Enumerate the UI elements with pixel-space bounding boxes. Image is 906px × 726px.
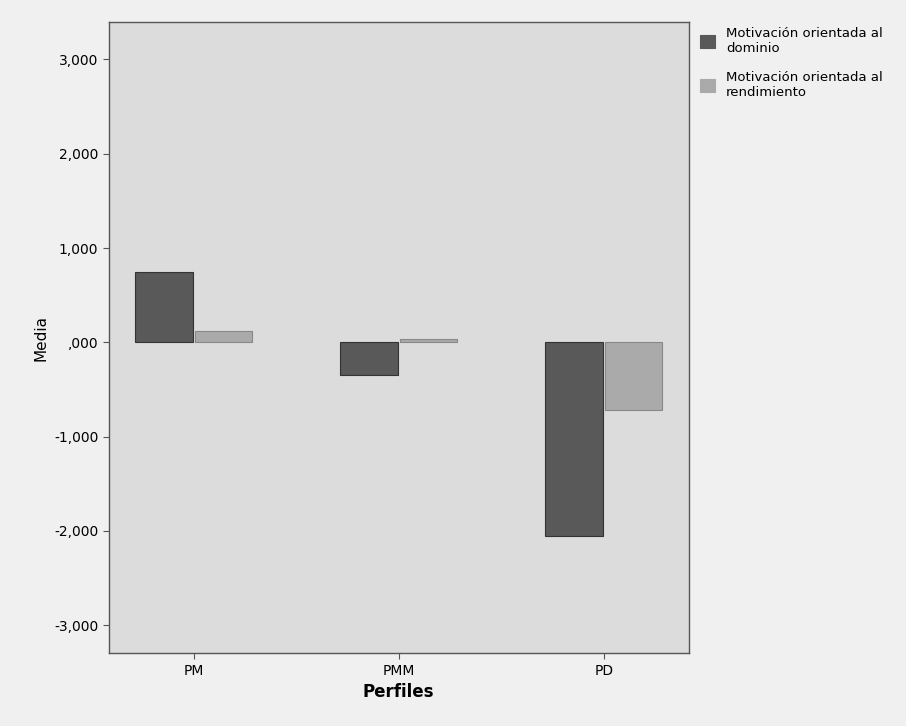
Bar <box>195 331 252 342</box>
Bar <box>400 338 458 342</box>
X-axis label: Perfiles: Perfiles <box>363 683 434 701</box>
Y-axis label: Media: Media <box>34 314 48 361</box>
Bar <box>605 342 662 410</box>
Bar <box>135 272 192 342</box>
Bar <box>340 342 398 375</box>
Legend: Motivación orientada al
dominio, Motivación orientada al
rendimiento: Motivación orientada al dominio, Motivac… <box>694 22 888 104</box>
Bar <box>545 342 602 536</box>
